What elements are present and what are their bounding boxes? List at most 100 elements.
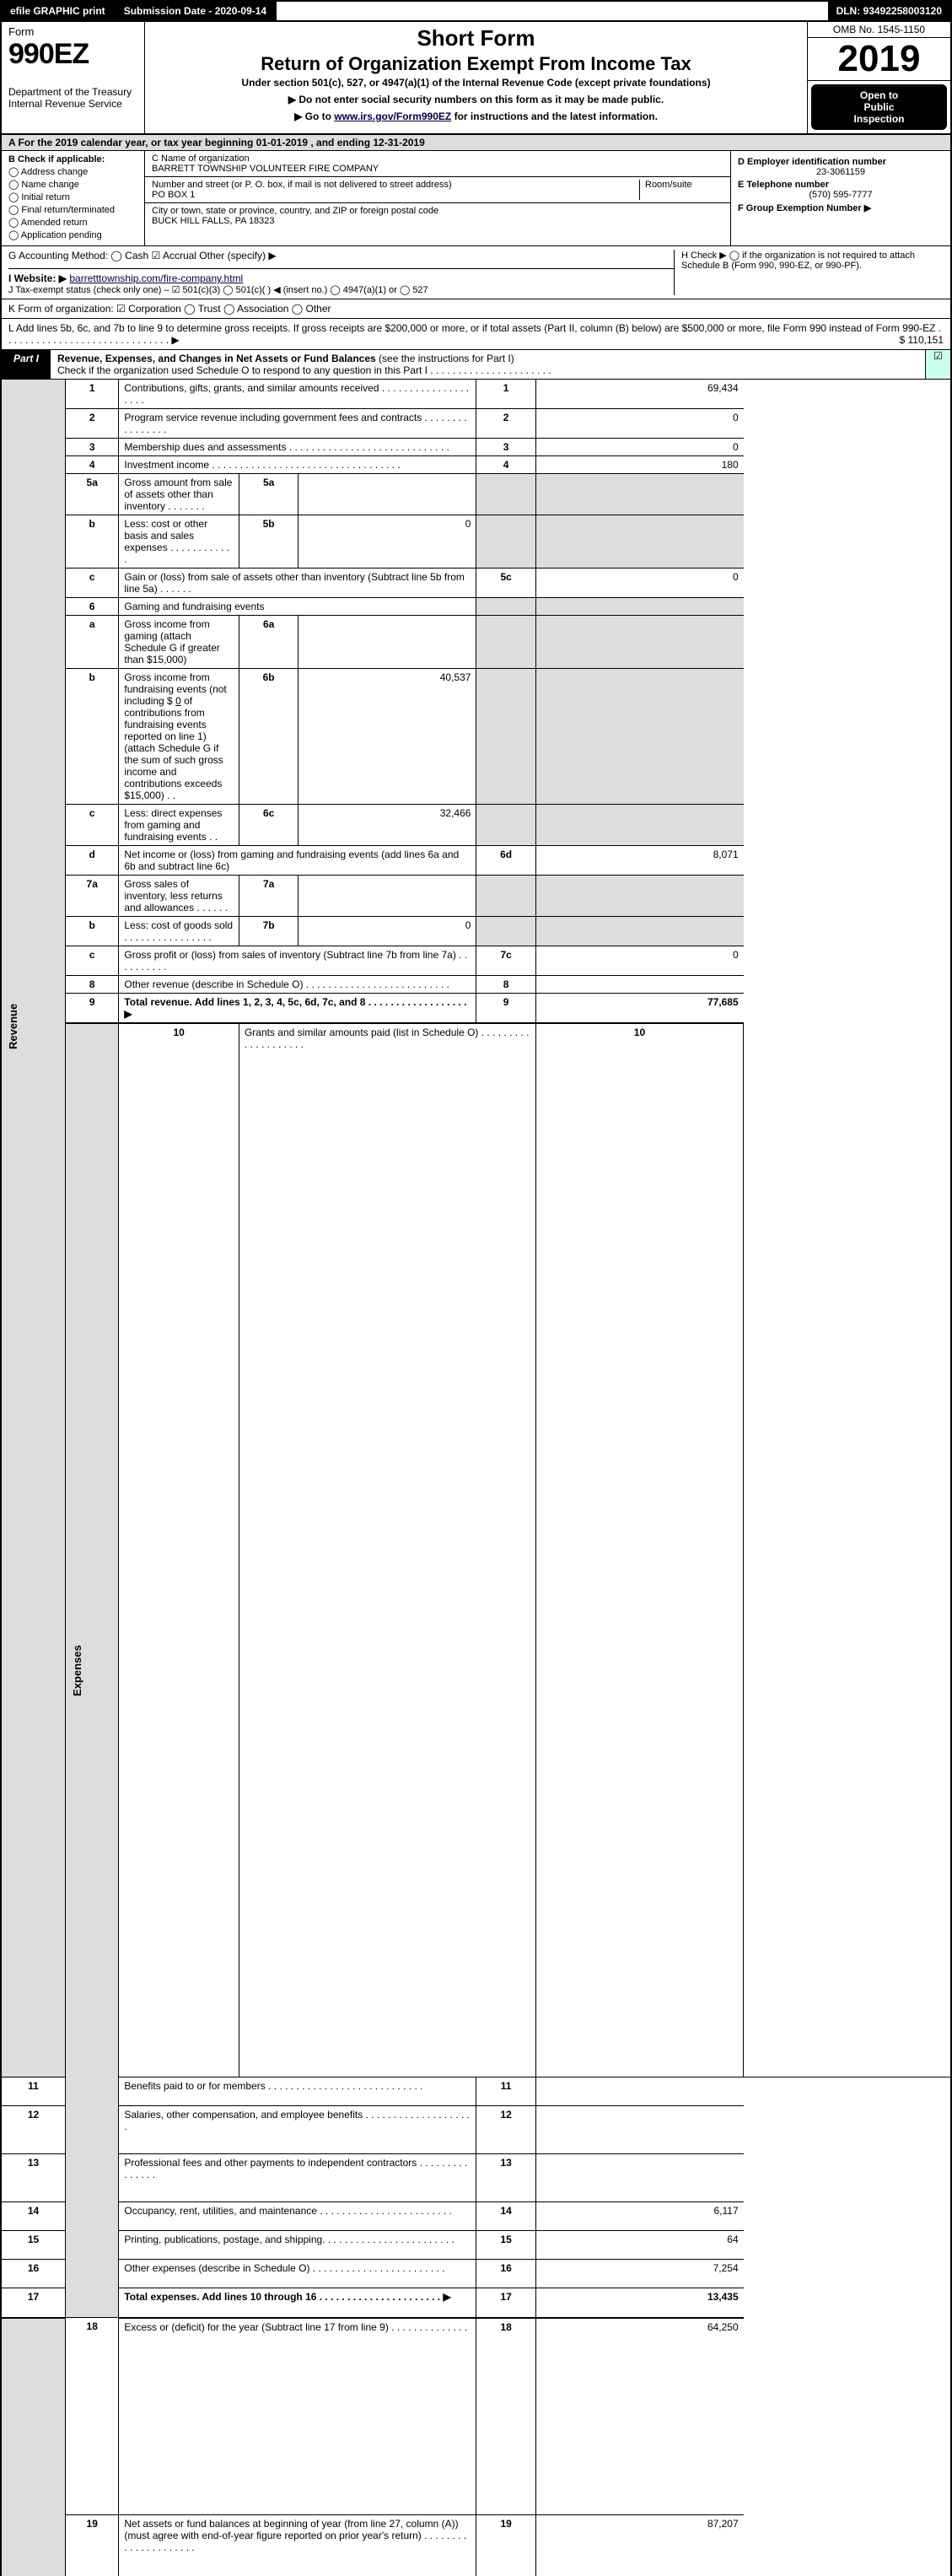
- line-6c-col: [476, 805, 535, 846]
- line-6-col: [476, 598, 535, 616]
- line-7a-desc: Gross sales of inventory, less returns a…: [119, 876, 239, 917]
- line-10-desc: Grants and similar amounts paid (list in…: [239, 1023, 535, 2078]
- street-value: PO BOX 1: [152, 190, 195, 200]
- line-6a-subbox: 6a: [239, 616, 298, 669]
- department-label: Department of the Treasury: [8, 86, 137, 98]
- line-7b-amount: [535, 917, 743, 946]
- line-6a-amount: [535, 616, 743, 669]
- line-1-desc: Contributions, gifts, grants, and simila…: [119, 380, 476, 409]
- line-5b-desc: Less: cost or other basis and sales expe…: [119, 515, 239, 569]
- line-19-num: 19: [66, 2514, 119, 2576]
- line-5c-num: c: [66, 569, 119, 598]
- open-line1: Open to: [815, 89, 944, 101]
- line-13-col: 13: [476, 2154, 535, 2202]
- line-11-amount: [535, 2078, 743, 2106]
- header-right: OMB No. 1545-1150 2019 Open to Public In…: [807, 22, 950, 133]
- line-17-num: 17: [1, 2288, 66, 2318]
- schedule-b-check: H Check ▶ ◯ if the organization is not r…: [674, 250, 944, 295]
- line-1-amount: 69,434: [535, 380, 743, 409]
- line-1-col: 1: [476, 380, 535, 409]
- line-4-col: 4: [476, 456, 535, 474]
- omb-number: OMB No. 1545-1150: [808, 22, 950, 38]
- under-section: Under section 501(c), 527, or 4947(a)(1)…: [153, 77, 799, 89]
- chk-name-change[interactable]: ◯ Name change: [8, 179, 137, 190]
- line-7a-amount: [535, 876, 743, 917]
- open-to-public-badge: Open to Public Inspection: [811, 84, 947, 130]
- line-3-desc: Membership dues and assessments . . . . …: [119, 439, 476, 456]
- line-12-desc: Salaries, other compensation, and employ…: [119, 2106, 476, 2154]
- line-6a-col: [476, 616, 535, 669]
- form-of-organization: K Form of organization: ☑ Corporation ◯ …: [0, 299, 952, 319]
- line-12-col: 12: [476, 2106, 535, 2154]
- line-12-amount: [535, 2106, 743, 2154]
- line-16-desc: Other expenses (describe in Schedule O) …: [119, 2260, 476, 2288]
- line-8-col: 8: [476, 976, 535, 994]
- ein-value: 23-3061159: [738, 167, 944, 177]
- chk-final-return[interactable]: ◯ Final return/terminated: [8, 204, 137, 215]
- line-14-col: 14: [476, 2201, 535, 2230]
- line-6a-desc: Gross income from gaming (attach Schedul…: [119, 616, 239, 669]
- line-5a-col: [476, 474, 535, 515]
- line-5b-col: [476, 515, 535, 569]
- website-line: I Website: ▶ barretttownship.com/fire-co…: [8, 272, 674, 284]
- ssn-warning: ▶ Do not enter social security numbers o…: [153, 94, 799, 105]
- line-7c-col: 7c: [476, 946, 535, 976]
- website-link[interactable]: barretttownship.com/fire-company.html: [69, 272, 243, 284]
- line-9-desc: Total revenue. Add lines 1, 2, 3, 4, 5c,…: [119, 994, 476, 1024]
- line-6a-subval: [299, 616, 476, 669]
- dln-label: DLN: 93492258003120: [828, 2, 950, 20]
- line-17-col: 17: [476, 2288, 535, 2318]
- chk-initial-return[interactable]: ◯ Initial return: [8, 191, 137, 202]
- irs-label: Internal Revenue Service: [8, 98, 137, 110]
- line-7c-num: c: [66, 946, 119, 976]
- short-form-title: Short Form: [153, 25, 799, 51]
- line-4-num: 4: [66, 456, 119, 474]
- tax-exempt-status: J Tax-exempt status (check only one) – ☑…: [8, 284, 674, 295]
- line-8-num: 8: [66, 976, 119, 994]
- line-6b-subval: 40,537: [299, 669, 476, 805]
- line-7b-desc: Less: cost of goods sold . . . . . . . .…: [119, 917, 239, 946]
- goto-link[interactable]: www.irs.gov/Form990EZ: [334, 110, 451, 122]
- header-left: Form 990EZ Department of the Treasury In…: [2, 22, 145, 133]
- line-2-amount: 0: [535, 409, 743, 439]
- line-6c-desc: Less: direct expenses from gaming and fu…: [119, 805, 239, 846]
- form-header: Form 990EZ Department of the Treasury In…: [0, 22, 952, 135]
- line-10-col: 10: [535, 1023, 743, 2078]
- chk-address-change[interactable]: ◯ Address change: [8, 166, 137, 177]
- open-line3: Inspection: [815, 113, 944, 125]
- efile-print-button[interactable]: efile GRAPHIC print: [2, 2, 116, 20]
- line-18-desc: Excess or (deficit) for the year (Subtra…: [119, 2318, 476, 2515]
- chk-application-pending[interactable]: ◯ Application pending: [8, 229, 137, 240]
- line-5c-desc: Gain or (loss) from sale of assets other…: [119, 569, 476, 598]
- city-value: BUCK HILL FALLS, PA 18323: [152, 216, 275, 226]
- line-6-amount: [535, 598, 743, 616]
- line-5b-subval: 0: [299, 515, 476, 569]
- telephone-value: (570) 595-7777: [738, 190, 944, 200]
- part-1-title: Revenue, Expenses, and Changes in Net As…: [51, 350, 925, 379]
- line-6d-num: d: [66, 846, 119, 876]
- line-7a-num: 7a: [66, 876, 119, 917]
- website-label: I Website: ▶: [8, 272, 67, 284]
- return-title: Return of Organization Exempt From Incom…: [153, 53, 799, 75]
- telephone-label: E Telephone number: [738, 180, 829, 190]
- line-7c-amount: 0: [535, 946, 743, 976]
- line-18-amount: 64,250: [535, 2318, 743, 2515]
- col-b-header: B Check if applicable:: [8, 154, 137, 164]
- line-8-desc: Other revenue (describe in Schedule O) .…: [119, 976, 476, 994]
- line-14-num: 14: [1, 2201, 66, 2230]
- tax-year: 2019: [808, 38, 950, 81]
- col-d-ids: D Employer identification number 23-3061…: [731, 151, 950, 245]
- line-2-desc: Program service revenue including govern…: [119, 409, 476, 439]
- gross-receipts-line: L Add lines 5b, 6c, and 7b to line 9 to …: [0, 319, 952, 350]
- line-15-col: 15: [476, 2230, 535, 2259]
- submission-date-badge: Submission Date - 2020-09-14: [116, 2, 277, 20]
- line-10-amount: [744, 1023, 951, 2078]
- org-info-block: B Check if applicable: ◯ Address change …: [0, 151, 952, 246]
- line-4-desc: Investment income . . . . . . . . . . . …: [119, 456, 476, 474]
- header-mid: Short Form Return of Organization Exempt…: [145, 22, 807, 133]
- line-5b-num: b: [66, 515, 119, 569]
- chk-amended-return[interactable]: ◯ Amended return: [8, 217, 137, 228]
- goto-pre: ▶ Go to: [294, 110, 334, 122]
- line-7b-num: b: [66, 917, 119, 946]
- part-1-checkbox[interactable]: ☑: [925, 350, 950, 379]
